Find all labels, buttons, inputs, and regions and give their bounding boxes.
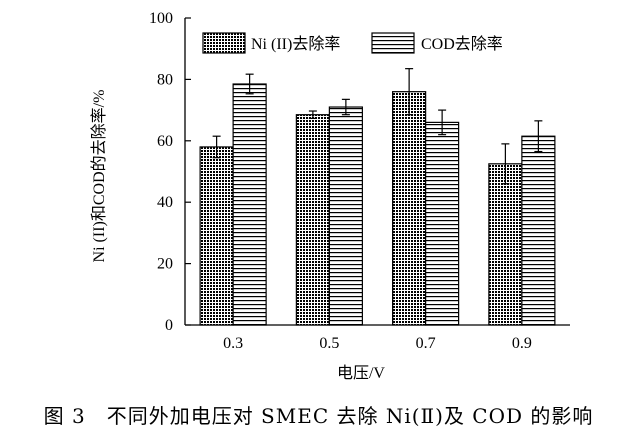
bar-cod-0.5 (328, 106, 363, 326)
x-tick-label: 0.7 (416, 335, 436, 352)
legend-swatch-cod (371, 32, 415, 54)
y-axis-label: Ni (II)和COD的去除率/% (90, 90, 108, 263)
bar-cod-0.9 (521, 135, 556, 326)
x-axis-label: 电压/V (337, 364, 385, 382)
x-tick-label: 0.9 (512, 335, 532, 352)
legend-swatch-ni (202, 32, 246, 54)
figure-caption: 图 3 不同外加电压对 SMEC 去除 Ni(Ⅱ)及 COD 的影响 (43, 404, 594, 428)
bar-ni-0.7 (392, 91, 427, 326)
legend-label-cod: COD去除率 (421, 35, 503, 53)
y-tick-label: 20 (157, 256, 173, 273)
y-tick-label: 0 (165, 317, 173, 334)
y-tick-label: 100 (149, 10, 173, 27)
bar-ni-0.3 (199, 146, 234, 326)
bar-chart: 0 20 40 60 80 100 0.3 0.5 0.7 0.9 Ni (II)去除率 COD去除… (90, 10, 570, 382)
bar-cod-0.3 (232, 83, 267, 326)
bar-ni-0.5 (295, 114, 330, 326)
bars (199, 68, 556, 326)
x-tick-label: 0.5 (319, 335, 339, 352)
y-tick-label: 80 (157, 71, 173, 88)
bar-ni-0.9 (488, 163, 523, 326)
bar-cod-0.7 (425, 121, 460, 326)
y-tick-label: 60 (157, 133, 173, 150)
legend-label-ni: Ni (II)去除率 (251, 35, 340, 53)
y-tick-label: 40 (157, 194, 173, 211)
legend: Ni (II)去除率 COD去除率 (202, 32, 503, 54)
x-tick-label: 0.3 (223, 335, 243, 352)
